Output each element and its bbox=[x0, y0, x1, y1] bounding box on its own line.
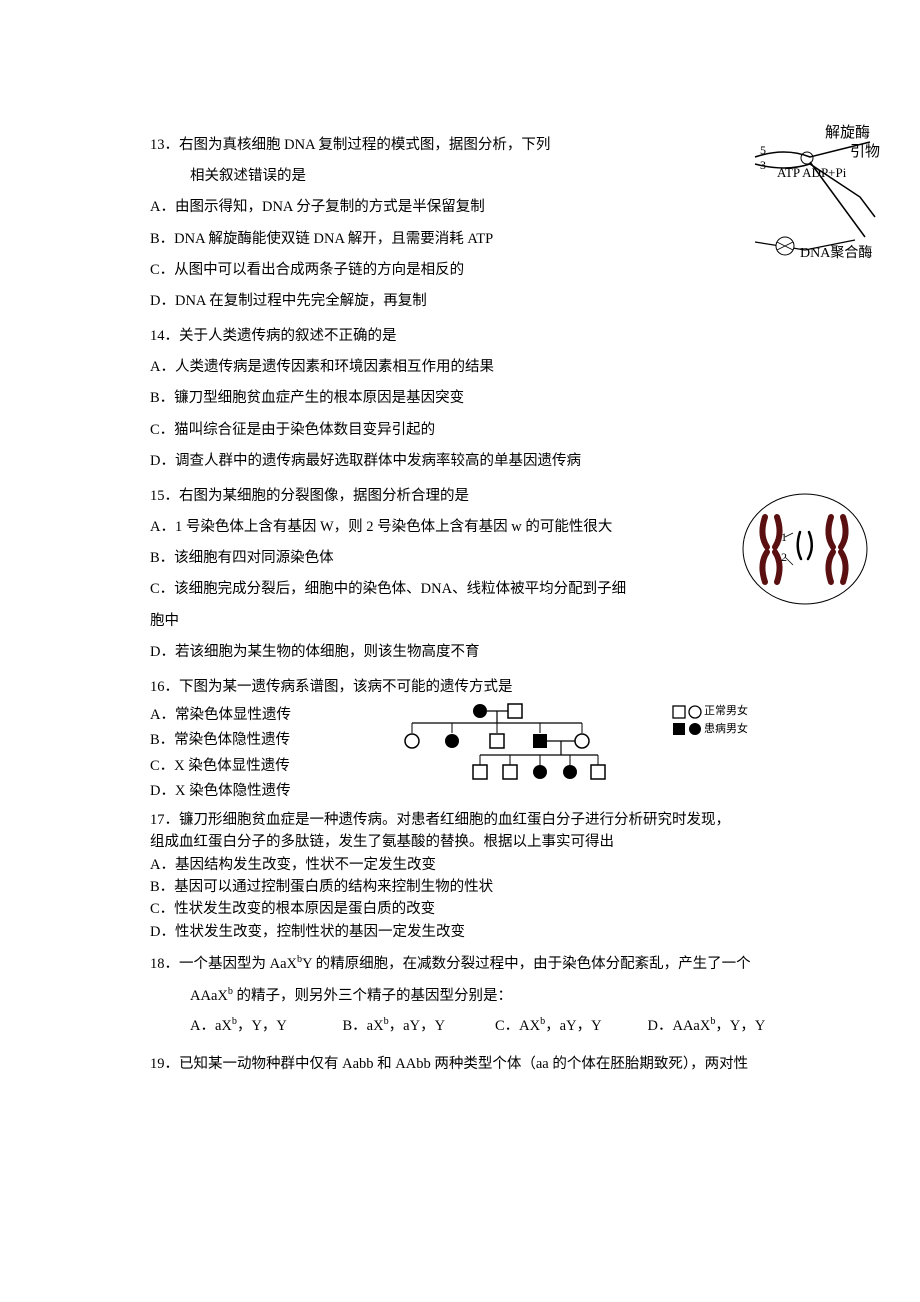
fig15-label-2: 2 bbox=[781, 550, 787, 564]
q17-option-d: D．性状发生改变，控制性状的基因一定发生改变 bbox=[150, 921, 800, 943]
question-16: 16．下图为某一遗传病系谱图，该病不可能的遗传方式是 bbox=[150, 672, 800, 805]
figure-pedigree bbox=[380, 699, 610, 791]
question-13: 解旋酶 引物 5 3 ATP ADP+Pi DNA聚合酶 13．右图为真核细胞 … bbox=[150, 130, 800, 317]
q18-stem-line2: AAaXb 的精子，则另外三个精子的基因型分别是： bbox=[150, 981, 800, 1012]
fig13-label-polymerase: DNA聚合酶 bbox=[800, 245, 872, 261]
fig13-label-helicase: 解旋酶 bbox=[825, 124, 870, 141]
q13-option-a: A．由图示得知，DNA 分子复制的方式是半保留复制 bbox=[150, 192, 800, 223]
q17-stem-line1: 17．镰刀形细胞贫血症是一种遗传病。对患者红细胞的血红蛋白分子进行分析研究时发现… bbox=[150, 809, 800, 831]
legend-normal-text: 正常男女 bbox=[704, 703, 748, 721]
q13-option-c: C．从图中可以看出合成两条子链的方向是相反的 bbox=[150, 255, 800, 286]
q18-option-c: C．AXb，aY，Y bbox=[495, 1012, 648, 1041]
q18-option-d: D．AAaXb，Y，Y bbox=[648, 1012, 801, 1041]
legend-affected-text: 患病男女 bbox=[704, 721, 748, 739]
q15-stem: 15．右图为某细胞的分裂图像，据图分析合理的是 bbox=[150, 481, 800, 512]
q17-option-b: B．基因可以通过控制蛋白质的结构来控制生物的性状 bbox=[150, 876, 800, 898]
figure-pedigree-legend: 正常男女 患病男女 bbox=[672, 703, 792, 745]
q13-stem-line2: 相关叙述错误的是 bbox=[150, 161, 800, 192]
question-19: 19．已知某一动物种群中仅有 Aabb 和 AAbb 两种类型个体（aa 的个体… bbox=[150, 1049, 800, 1080]
q18-options-row: A．aXb，Y，Y B．aXb，aY，Y C．AXb，aY，Y D．AAaXb，… bbox=[150, 1012, 800, 1041]
q17-option-a: A．基因结构发生改变，性状不一定发生改变 bbox=[150, 854, 800, 876]
q13-option-b: B．DNA 解旋酶能使双链 DNA 解开，且需要消耗 ATP bbox=[150, 224, 800, 255]
question-15: 1 2 15．右图为某细胞的分裂图像，据图分析合理的是 A．1 号染色体上含有基… bbox=[150, 481, 800, 668]
q15-option-c: C．该细胞完成分裂后，细胞中的染色体、DNA、线粒体被平均分配到子细 bbox=[150, 574, 800, 605]
q14-option-a: A．人类遗传病是遗传因素和环境因素相互作用的结果 bbox=[150, 352, 800, 383]
q14-option-c: C．猫叫综合征是由于染色体数目变异引起的 bbox=[150, 415, 800, 446]
q14-option-b: B．镰刀型细胞贫血症产生的根本原因是基因突变 bbox=[150, 383, 800, 414]
q18-option-b: B．aXb，aY，Y bbox=[343, 1012, 496, 1041]
q15-option-d: D．若该细胞为某生物的体细胞，则该生物高度不育 bbox=[150, 637, 800, 668]
question-14: 14．关于人类遗传病的叙述不正确的是 A．人类遗传病是遗传因素和环境因素相互作用… bbox=[150, 321, 800, 477]
q17-stem-line2: 组成血红蛋白分子的多肽链，发生了氨基酸的替换。根据以上事实可得出 bbox=[150, 831, 800, 853]
q17-option-c: C．性状发生改变的根本原因是蛋白质的改变 bbox=[150, 898, 800, 920]
q15-option-c-cont: 胞中 bbox=[150, 606, 800, 637]
figure-cell-division: 1 2 bbox=[735, 487, 875, 612]
question-17: 17．镰刀形细胞贫血症是一种遗传病。对患者红细胞的血红蛋白分子进行分析研究时发现… bbox=[150, 809, 800, 944]
q15-option-a: A．1 号染色体上含有基因 W，则 2 号染色体上含有基因 w 的可能性很大 bbox=[150, 512, 800, 543]
figure-dna-replication: 解旋酶 引物 5 3 ATP ADP+Pi DNA聚合酶 bbox=[715, 122, 880, 287]
exam-page: 解旋酶 引物 5 3 ATP ADP+Pi DNA聚合酶 13．右图为真核细胞 … bbox=[0, 0, 920, 1302]
q13-stem-line1: 13．右图为真核细胞 DNA 复制过程的模式图，据图分析，下列 bbox=[150, 130, 800, 161]
q18-stem-line1: 18．一个基因型为 AaXbY 的精原细胞，在减数分裂过程中，由于染色体分配紊乱… bbox=[150, 949, 800, 980]
q14-option-d: D．调查人群中的遗传病最好选取群体中发病率较高的单基因遗传病 bbox=[150, 446, 800, 477]
q18-option-a: A．aXb，Y，Y bbox=[190, 1012, 343, 1041]
q19-stem: 19．已知某一动物种群中仅有 Aabb 和 AAbb 两种类型个体（aa 的个体… bbox=[150, 1049, 800, 1080]
question-18: 18．一个基因型为 AaXbY 的精原细胞，在减数分裂过程中，由于染色体分配紊乱… bbox=[150, 949, 800, 1040]
q14-stem: 14．关于人类遗传病的叙述不正确的是 bbox=[150, 321, 800, 352]
q13-option-d: D．DNA 在复制过程中先完全解旋，再复制 bbox=[150, 286, 800, 317]
fig15-label-1: 1 bbox=[781, 530, 787, 544]
q15-option-b: B．该细胞有四对同源染色体 bbox=[150, 543, 800, 574]
